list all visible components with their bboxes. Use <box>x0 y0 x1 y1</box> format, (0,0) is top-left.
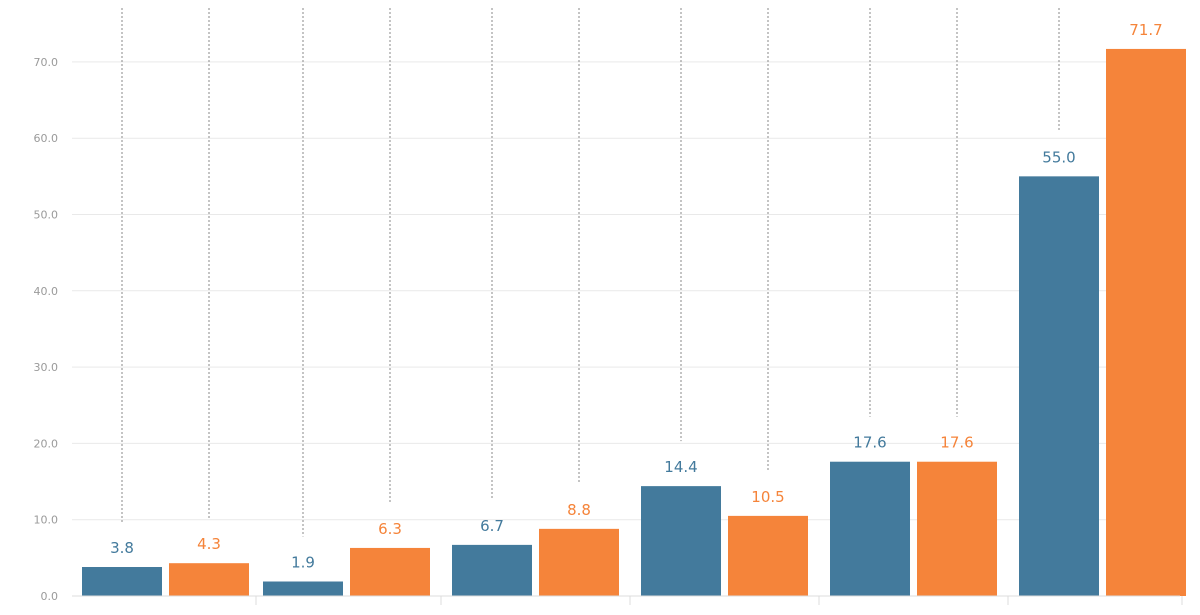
bars <box>82 48 1186 596</box>
bar <box>917 461 997 596</box>
data-label: 6.3 <box>378 520 402 538</box>
y-tick-label: 70.0 <box>34 56 59 69</box>
bar <box>350 547 430 596</box>
data-labels: 3.8 1.9 6.7 14.4 17.6 55.0 4.3 6.3 8.8 10.5 17.6 71… <box>110 21 1163 572</box>
data-label: 4.3 <box>197 535 221 553</box>
data-label: 8.8 <box>567 501 591 519</box>
grid-lines <box>72 61 1180 521</box>
data-label: 71.7 <box>1129 21 1162 39</box>
y-tick-label: 0.0 <box>41 590 59 603</box>
bar <box>169 563 249 596</box>
y-tick-label: 60.0 <box>34 132 59 145</box>
data-label: 10.5 <box>751 488 784 506</box>
bar <box>1106 48 1186 596</box>
y-axis-tick-labels: 0.0 10.0 20.0 30.0 40.0 50.0 60.0 70.0 <box>34 56 59 603</box>
bar <box>539 528 619 596</box>
data-label: 17.6 <box>853 434 886 452</box>
data-label: 3.8 <box>110 539 134 557</box>
bar <box>82 567 162 596</box>
data-label: 14.4 <box>664 458 697 476</box>
bar <box>641 486 721 596</box>
bar <box>728 515 808 596</box>
data-label: 6.7 <box>480 517 504 535</box>
x-axis <box>72 595 1183 605</box>
dotted-leader-lines <box>121 8 1060 537</box>
bar <box>452 544 532 596</box>
y-tick-label: 10.0 <box>34 514 59 527</box>
y-tick-label: 20.0 <box>34 437 59 450</box>
y-tick-label: 40.0 <box>34 285 59 298</box>
y-tick-label: 50.0 <box>34 209 59 222</box>
data-label: 1.9 <box>291 554 315 572</box>
data-label: 55.0 <box>1042 148 1075 166</box>
bar <box>830 461 910 596</box>
y-tick-label: 30.0 <box>34 361 59 374</box>
bar <box>1019 176 1099 596</box>
data-label: 17.6 <box>940 434 973 452</box>
bar <box>263 581 343 596</box>
